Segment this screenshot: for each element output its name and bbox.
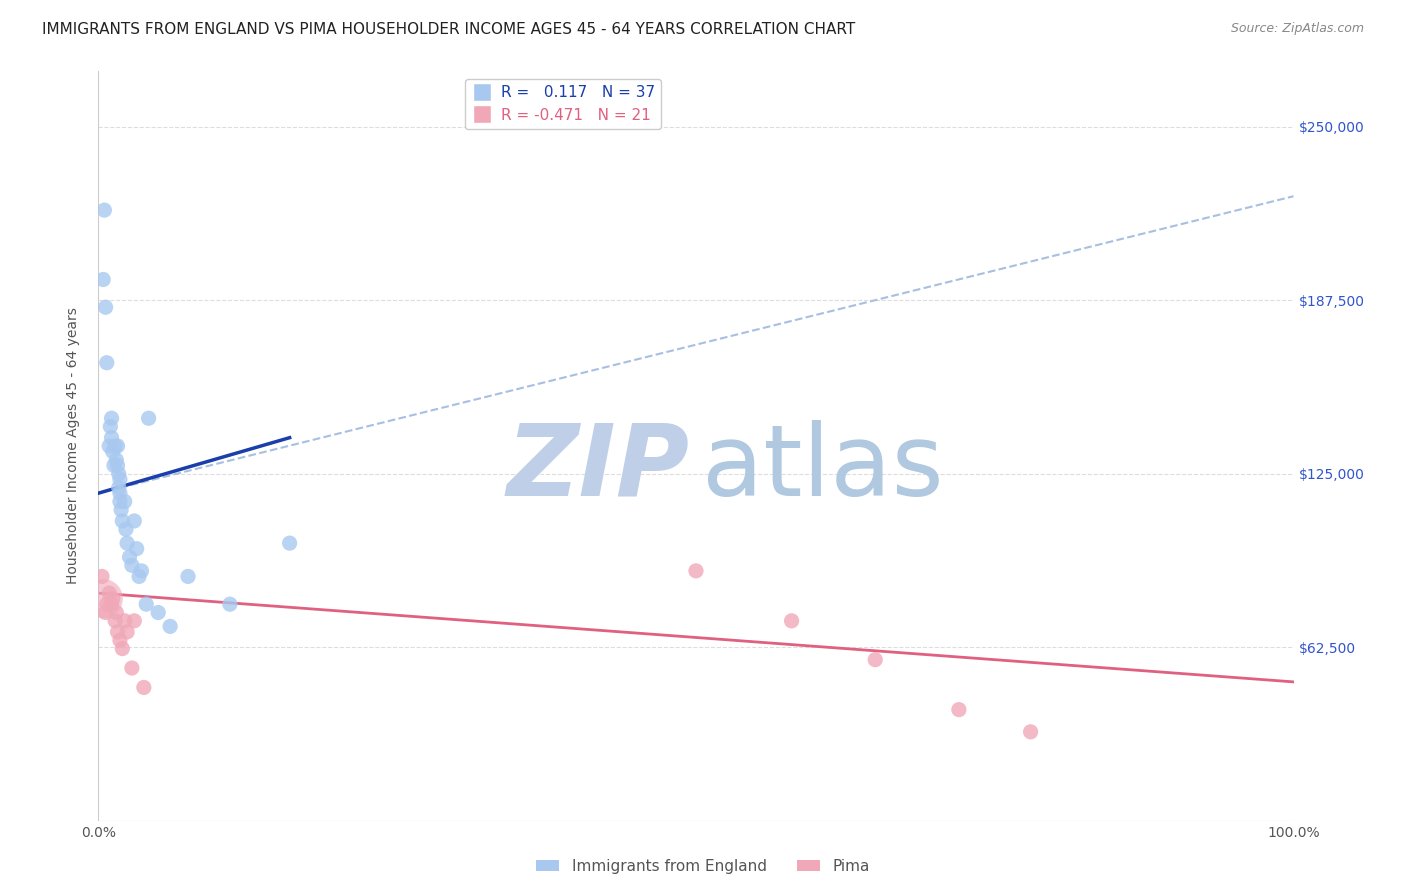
Point bbox=[100, 431, 122, 445]
Point bbox=[135, 597, 157, 611]
Point bbox=[108, 472, 131, 486]
Point bbox=[685, 564, 707, 578]
Point bbox=[110, 503, 132, 517]
Legend: Immigrants from England, Pima: Immigrants from England, Pima bbox=[530, 853, 876, 880]
Point bbox=[124, 514, 146, 528]
Point bbox=[91, 569, 114, 583]
Point bbox=[100, 411, 122, 425]
Point bbox=[780, 614, 803, 628]
Point bbox=[148, 606, 170, 620]
Legend: R =   0.117   N = 37, R = -0.471   N = 21: R = 0.117 N = 37, R = -0.471 N = 21 bbox=[464, 79, 661, 128]
Point bbox=[121, 661, 143, 675]
Text: Source: ZipAtlas.com: Source: ZipAtlas.com bbox=[1230, 22, 1364, 36]
Point bbox=[91, 591, 114, 606]
Point bbox=[111, 514, 134, 528]
Point bbox=[107, 458, 129, 473]
Point bbox=[948, 703, 970, 717]
Point bbox=[111, 641, 134, 656]
Point bbox=[865, 653, 887, 667]
Point bbox=[108, 486, 131, 500]
Point bbox=[121, 558, 143, 573]
Point bbox=[104, 439, 127, 453]
Point bbox=[125, 541, 148, 556]
Point bbox=[101, 591, 124, 606]
Point bbox=[115, 536, 138, 550]
Point bbox=[118, 549, 141, 564]
Point bbox=[107, 439, 129, 453]
Point bbox=[105, 453, 128, 467]
Point bbox=[100, 597, 122, 611]
Point bbox=[93, 203, 115, 218]
Text: ZIP: ZIP bbox=[508, 420, 690, 517]
Point bbox=[219, 597, 242, 611]
Point bbox=[108, 633, 131, 648]
Point bbox=[131, 564, 153, 578]
Point bbox=[98, 439, 121, 453]
Point bbox=[115, 624, 138, 639]
Point bbox=[108, 494, 131, 508]
Point bbox=[114, 494, 136, 508]
Point bbox=[98, 419, 122, 434]
Point bbox=[94, 300, 117, 314]
Point bbox=[138, 411, 160, 425]
Point bbox=[114, 614, 136, 628]
Point bbox=[105, 606, 128, 620]
Point bbox=[107, 481, 129, 495]
Point bbox=[159, 619, 181, 633]
Point bbox=[104, 614, 127, 628]
Point bbox=[107, 467, 129, 481]
Point bbox=[101, 444, 124, 458]
Point bbox=[98, 586, 121, 600]
Text: IMMIGRANTS FROM ENGLAND VS PIMA HOUSEHOLDER INCOME AGES 45 - 64 YEARS CORRELATIO: IMMIGRANTS FROM ENGLAND VS PIMA HOUSEHOL… bbox=[42, 22, 855, 37]
Point bbox=[107, 624, 129, 639]
Point bbox=[96, 356, 118, 370]
Point bbox=[91, 272, 114, 286]
Point bbox=[132, 681, 155, 695]
Y-axis label: Householder Income Ages 45 - 64 years: Householder Income Ages 45 - 64 years bbox=[66, 308, 80, 584]
Point bbox=[124, 614, 146, 628]
Point bbox=[177, 569, 200, 583]
Point bbox=[103, 458, 125, 473]
Point bbox=[128, 569, 150, 583]
Point bbox=[1019, 724, 1042, 739]
Text: atlas: atlas bbox=[702, 420, 943, 517]
Point bbox=[94, 606, 117, 620]
Point bbox=[115, 522, 138, 536]
Point bbox=[96, 597, 118, 611]
Point bbox=[278, 536, 301, 550]
